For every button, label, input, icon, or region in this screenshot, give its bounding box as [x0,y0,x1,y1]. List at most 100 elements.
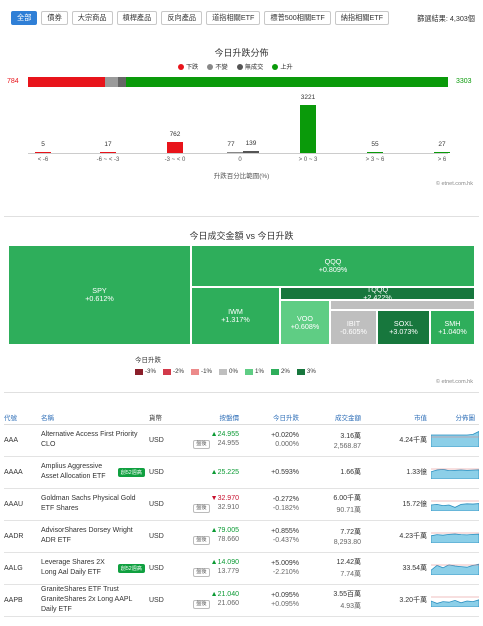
symbol-cell: AAAA [4,456,41,489]
treemap-cell-voo[interactable]: VOO +0.608% [280,300,330,345]
table-row[interactable]: AALG Leverage Shares 2X Long Aal Daily ET… [4,552,480,585]
name-cell: Alternative Access First Priority CLO [41,424,149,457]
column-header[interactable]: 貨幣 [149,410,189,425]
filter-chip[interactable]: 反向產品 [161,11,203,25]
treemap-cell-ibit[interactable]: IBIT -0.605% [330,310,377,345]
column-header[interactable]: 今日升跌 [239,410,299,425]
change: +0.095% [271,592,299,599]
data-label: 139 [245,139,257,147]
market-cap-cell: 15.72億 [361,488,427,521]
security-name[interactable]: GraniteShares ETF Trust GraniteShares 2x… [41,586,133,613]
data-label: 55 [371,141,379,148]
filter-chip[interactable]: 納指相關ETF [334,11,390,25]
bar[interactable] [434,152,450,153]
bar[interactable] [100,152,116,153]
security-name[interactable]: Leverage Shares 2X Long Aal Daily ETF [41,559,105,576]
price-value: 14.090 [217,559,239,566]
sparkline-area [430,468,480,480]
up-total: 3303 [456,78,472,85]
filter-chip[interactable]: 債券 [41,11,68,25]
filter-chip[interactable]: 大宗商品 [71,11,113,25]
sparkline-cell [427,552,480,585]
cell-change: +0.809% [318,265,348,274]
tick-label: > 0 ~ 3 [298,157,318,163]
change-cell: +0.095% +0.095% [239,584,299,617]
cell-change: +1.040% [438,326,467,336]
cell-name: IBIT [346,318,361,328]
bar[interactable] [227,151,243,153]
after-hours-change: 0.000% [275,441,299,448]
symbol-link[interactable]: AAA [4,436,19,444]
filter-chip[interactable]: 道指相關ETF [206,11,261,25]
turnover-cell: 3.16萬 2,568.87 [299,424,361,457]
bar[interactable] [300,105,316,153]
symbol-link[interactable]: AALG [4,564,23,572]
column-header[interactable]: 代號 [4,410,41,425]
table-row[interactable]: AAPB GraniteShares ETF Trust GraniteShare… [4,584,480,617]
security-name[interactable]: Amplius Aggressive Asset Allocation ETF [41,463,106,480]
bar[interactable] [367,152,383,153]
symbol-link[interactable]: AAAA [4,468,23,476]
change-cell: +0.593% [239,456,299,489]
filter-chip[interactable]: 標普500相關ETF [264,11,331,25]
symbol-link[interactable]: AAAU [4,500,24,508]
legend-item: 無成交 [236,62,263,71]
bar-no-trade[interactable] [243,150,259,153]
treemap-cell-tqqq[interactable]: TQQQ +2.422% [280,285,475,302]
after-hours-value: 78.660 [217,536,239,543]
treemap-cell-iwm[interactable]: IWM +1.317% [191,287,280,345]
security-name[interactable]: Goldman Sachs Physical Gold ETF Shares [41,495,136,512]
price-value: 24.955 [217,431,239,438]
table-row[interactable]: AADR AdvisorShares Dorsey Wright ADR ETF U… [4,520,480,553]
name-wrap: GraniteShares ETF Trust GraniteShares 2x… [41,585,145,615]
after-hours-change: -0.437% [272,537,299,544]
currency: USD [149,564,164,572]
cell-name: SMH [444,318,461,328]
filter-chip[interactable]: 全部 [11,11,38,25]
treemap-cell-smh[interactable]: SMH +1.040% [430,310,475,345]
legend-swatch [296,368,305,375]
price: ▲21.040 [210,591,239,598]
currency-cell: USD [149,424,189,457]
table-header-row: 代號 名稱 貨幣 按盤價 今日升跌 成交金額 市值 分佈圖 [4,410,479,425]
table-row[interactable]: AAAA Amplius Aggressive Asset Allocation … [4,456,480,489]
stack-segment [104,77,119,87]
change-cell: +5.009% -2.210% [239,552,299,585]
cell-change: +1.317% [221,315,250,324]
sparkline [430,500,480,512]
security-name[interactable]: AdvisorShares Dorsey Wright ADR ETF [41,527,133,544]
bar[interactable] [35,152,51,153]
legend-item: 0% [219,368,238,375]
cell-change: +2.422% [363,292,392,302]
column-header[interactable]: 名稱 [41,410,149,425]
tick-label: < -6 [37,157,49,163]
column-header[interactable]: 按盤價 [189,410,239,425]
change-cell: +0.020% 0.000% [239,424,299,457]
legend-label: 2% [280,368,290,375]
treemap-cell-qqq[interactable]: QQQ +0.809% [191,245,475,287]
security-name[interactable]: Alternative Access First Priority CLO [41,431,138,448]
column-header[interactable]: 分佈圖 [427,410,479,425]
table-row[interactable]: AAA Alternative Access First Priority CLO… [4,424,480,457]
symbol-link[interactable]: AAPB [4,596,23,604]
market-cap-cell: 1.33億 [361,456,427,489]
after-hours-price: 盤後 78.660 [189,536,239,545]
column-header[interactable]: 成交金額 [299,410,361,425]
legend-item: 下跌 [178,62,198,71]
table-row[interactable]: AAAU Goldman Sachs Physical Gold ETF Shar… [4,488,480,521]
treemap-credit: © etnet.com.hk [435,379,473,385]
treemap-cell-soxl[interactable]: SOXL +3.073% [377,310,430,345]
column-header[interactable]: 市值 [361,410,427,425]
change-cell: -0.272% -0.182% [239,488,299,521]
currency-cell: USD [149,584,189,617]
name-wrap: Alternative Access First Priority CLO [41,430,145,450]
symbol-link[interactable]: AADR [4,532,24,540]
symbol-cell: AAAU [4,488,41,521]
name-cell: GraniteShares ETF Trust GraniteShares 2x… [41,584,149,617]
currency: USD [149,500,164,508]
filter-chip[interactable]: 槓桿產品 [116,11,158,25]
cell-change: -0.605% [340,326,367,336]
after-hours-value: 24.955 [217,440,239,447]
treemap-cell-spy[interactable]: SPY +0.612% [8,245,191,345]
bar[interactable] [167,141,183,153]
